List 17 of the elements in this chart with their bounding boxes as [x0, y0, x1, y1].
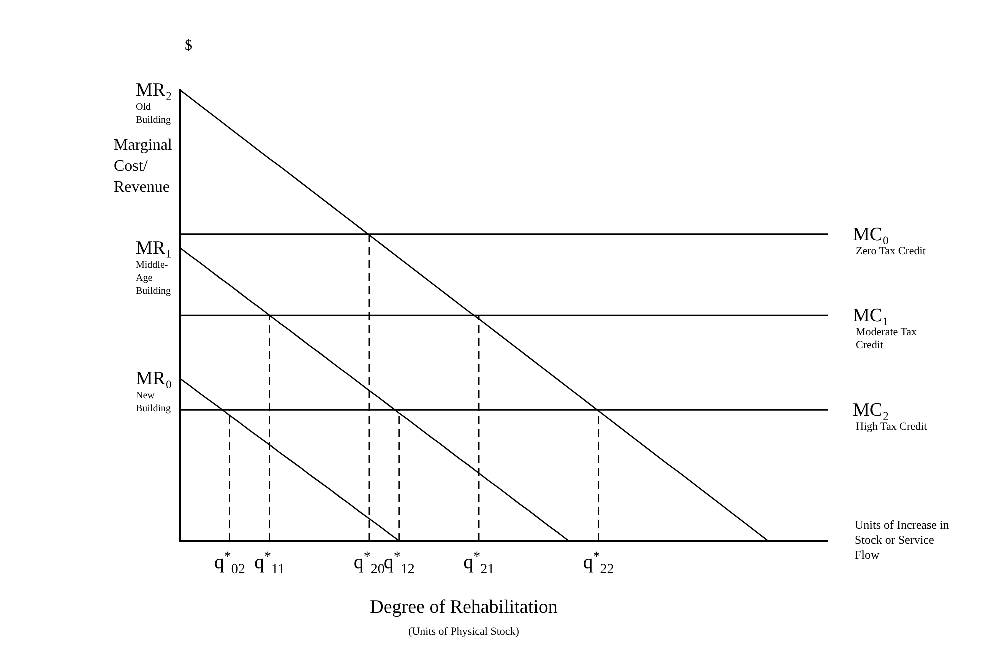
text: (Units of Physical Stock) [408, 626, 520, 638]
text: Middle-Age Building [136, 260, 172, 297]
text: High Tax Credit [856, 421, 928, 434]
x-axis-title: Degree of Rehabilitation [370, 597, 558, 618]
text: Old Building [136, 102, 172, 126]
text: Zero Tax Credit [856, 245, 926, 258]
ref-line-label: MC₁ [853, 306, 890, 326]
text: Units of Increase in Stock or Service Flow [855, 518, 950, 562]
ref-line-label: MC₀ [853, 224, 890, 246]
series-label: MR₁ [136, 238, 172, 259]
text: New Building [136, 390, 172, 415]
ref-line-label: MC₂ [853, 400, 890, 422]
text: $ [185, 38, 193, 54]
series-label: MR₂ [136, 80, 172, 101]
text: Moderate Tax Credit [856, 326, 918, 352]
y-axis-title: Marginal Cost/ Revenue [114, 137, 173, 196]
series-label: MR₀ [136, 368, 172, 390]
